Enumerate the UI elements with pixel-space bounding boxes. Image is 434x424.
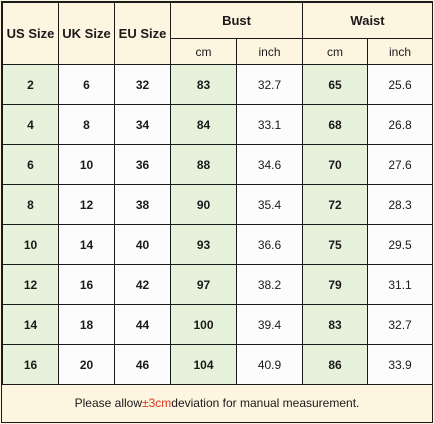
bust-inch-cell: 33.1 — [235, 104, 304, 145]
bust-cm-cell: 104 — [170, 344, 237, 385]
size-table-body: 2 6 32 83 32.7 65 25.6 4 8 34 84 33.1 68… — [2, 64, 434, 385]
waist-inch-cell: 33.9 — [367, 344, 434, 385]
uk-size-cell: 12 — [58, 184, 115, 225]
waist-cm-cell: 75 — [302, 224, 369, 265]
uk-size-cell: 16 — [58, 264, 115, 305]
bust-cm-cell: 90 — [170, 184, 237, 225]
waist-cm-cell: 79 — [302, 264, 369, 305]
table-row: 16 20 46 104 40.9 86 33.9 — [2, 344, 434, 385]
us-size-cell: 2 — [2, 64, 59, 105]
waist-cm-cell: 65 — [302, 64, 369, 105]
bust-cm-cell: 93 — [170, 224, 237, 265]
eu-size-header: EU Size — [114, 2, 171, 65]
uk-size-cell: 18 — [58, 304, 115, 345]
bust-inch-cell: 32.7 — [235, 64, 304, 105]
table-row: 4 8 34 84 33.1 68 26.8 — [2, 104, 434, 145]
note-text-after: deviation for manual measurement. — [171, 396, 360, 410]
eu-size-cell: 46 — [114, 344, 171, 385]
eu-size-cell: 34 — [114, 104, 171, 145]
eu-size-cell: 36 — [114, 144, 171, 185]
us-size-cell: 14 — [2, 304, 59, 345]
bust-cm-cell: 88 — [170, 144, 237, 185]
bust-inch-cell: 38.2 — [235, 264, 304, 305]
waist-inch-cell: 29.5 — [367, 224, 434, 265]
measurement-note: Please allow ±3cm deviation for manual m… — [2, 384, 432, 422]
bust-inch-cell: 36.6 — [235, 224, 304, 265]
bust-inch-cell: 39.4 — [235, 304, 304, 345]
bust-inch-cell: 35.4 — [235, 184, 304, 225]
bust-cm-cell: 97 — [170, 264, 237, 305]
us-size-cell: 10 — [2, 224, 59, 265]
eu-size-cell: 32 — [114, 64, 171, 105]
uk-size-cell: 14 — [58, 224, 115, 265]
waist-cm-cell: 68 — [302, 104, 369, 145]
note-tolerance: ±3cm — [142, 396, 172, 410]
waist-cm-cell: 72 — [302, 184, 369, 225]
eu-size-cell: 38 — [114, 184, 171, 225]
eu-size-cell: 42 — [114, 264, 171, 305]
waist-inch-cell: 25.6 — [367, 64, 434, 105]
uk-size-cell: 20 — [58, 344, 115, 385]
table-row: 14 18 44 100 39.4 83 32.7 — [2, 304, 434, 345]
size-table: US Size UK Size EU Size Bust Waist cm in… — [2, 2, 434, 385]
table-row: 6 10 36 88 34.6 70 27.6 — [2, 144, 434, 185]
waist-inch-cell: 27.6 — [367, 144, 434, 185]
waist-cm-cell: 86 — [302, 344, 369, 385]
table-row: 12 16 42 97 38.2 79 31.1 — [2, 264, 434, 305]
eu-size-cell: 44 — [114, 304, 171, 345]
us-size-cell: 4 — [2, 104, 59, 145]
us-size-cell: 8 — [2, 184, 59, 225]
us-size-cell: 12 — [2, 264, 59, 305]
eu-size-cell: 40 — [114, 224, 171, 265]
table-row: 8 12 38 90 35.4 72 28.3 — [2, 184, 434, 225]
bust-header: Bust — [169, 2, 304, 39]
note-text-before: Please allow — [74, 396, 142, 410]
bust-inch-cell: 40.9 — [235, 344, 304, 385]
waist-cm-cell: 83 — [302, 304, 369, 345]
waist-inch-header: inch — [367, 38, 434, 65]
uk-size-header: UK Size — [58, 2, 115, 65]
bust-cm-header: cm — [170, 38, 237, 65]
uk-size-cell: 8 — [58, 104, 115, 145]
table-row: 2 6 32 83 32.7 65 25.6 — [2, 64, 434, 105]
uk-size-cell: 6 — [58, 64, 115, 105]
us-size-cell: 16 — [2, 344, 59, 385]
waist-inch-cell: 28.3 — [367, 184, 434, 225]
bust-cm-cell: 83 — [170, 64, 237, 105]
bust-inch-header: inch — [235, 38, 304, 65]
waist-cm-header: cm — [302, 38, 369, 65]
uk-size-cell: 10 — [58, 144, 115, 185]
waist-inch-cell: 32.7 — [367, 304, 434, 345]
waist-cm-cell: 70 — [302, 144, 369, 185]
waist-inch-cell: 31.1 — [367, 264, 434, 305]
waist-header: Waist — [302, 2, 434, 39]
waist-inch-cell: 26.8 — [367, 104, 434, 145]
table-row: 10 14 40 93 36.6 75 29.5 — [2, 224, 434, 265]
bust-cm-cell: 100 — [170, 304, 237, 345]
us-size-header: US Size — [2, 2, 59, 65]
bust-cm-cell: 84 — [170, 104, 237, 145]
bust-inch-cell: 34.6 — [235, 144, 304, 185]
us-size-cell: 6 — [2, 144, 59, 185]
